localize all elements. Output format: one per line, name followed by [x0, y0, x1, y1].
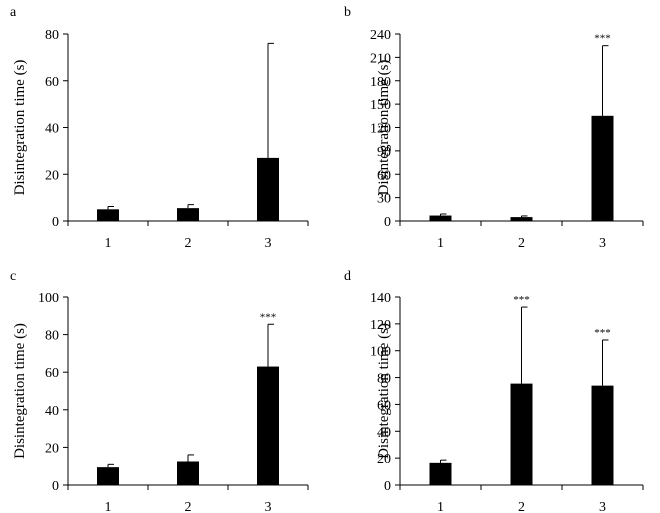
bar	[257, 157, 279, 221]
panel-letter: d	[344, 269, 351, 284]
significance-label: ***	[260, 311, 277, 323]
y-tick-label: 20	[45, 441, 59, 456]
y-axis-title: Disintegration time (s)	[376, 323, 392, 459]
bar	[177, 208, 199, 221]
chart-panel-d: d Disintegration time (s) 0 20 40 60 80 100 120 1…	[344, 269, 644, 513]
y-tick-label: 140	[370, 291, 391, 306]
y-tick-label: 0	[52, 479, 59, 494]
y-tick-label: 20	[45, 168, 59, 183]
y-tick-label: 0	[384, 215, 391, 230]
y-tick-label: 20	[377, 452, 391, 467]
y-tick-label: 40	[377, 425, 391, 440]
x-tick-label: 1	[105, 500, 112, 513]
y-axis-title: Disintegration time (s)	[12, 323, 28, 459]
y-tick-label: 180	[370, 75, 391, 90]
y-tick-label: 0	[384, 479, 391, 494]
x-tick-label: 2	[185, 500, 192, 513]
chart-panel-c: c Disintegration time (s) 0 20 40 60 80 100 1 2 **…	[10, 269, 309, 513]
y-tick-label: 100	[370, 345, 391, 360]
y-tick-label: 60	[377, 398, 391, 413]
x-tick-label: 2	[185, 236, 192, 251]
y-axis-title: Disintegration time (s)	[12, 60, 28, 196]
y-tick-label: 210	[370, 51, 391, 66]
x-tick-label: 3	[599, 500, 606, 513]
y-tick-label: 60	[377, 168, 391, 183]
x-tick-label: 1	[105, 236, 112, 251]
x-tick-label: 3	[265, 236, 272, 251]
panel-letter: b	[344, 5, 351, 20]
bar	[177, 461, 199, 485]
significance-label: ***	[513, 294, 530, 306]
y-tick-label: 60	[45, 366, 59, 381]
bar	[429, 215, 452, 221]
y-tick-label: 40	[45, 122, 59, 137]
y-axis-title: Disintegration time (s)	[376, 60, 392, 196]
x-tick-label: 1	[437, 500, 444, 513]
y-tick-label: 80	[45, 28, 59, 43]
x-tick-label: 3	[265, 500, 272, 513]
significance-label: ***	[594, 327, 611, 339]
x-tick-label: 3	[599, 236, 606, 251]
bar	[510, 383, 533, 485]
y-tick-label: 100	[38, 291, 59, 306]
y-tick-label: 30	[377, 192, 391, 207]
y-tick-label: 0	[52, 215, 59, 230]
bar	[510, 217, 533, 221]
bar	[591, 385, 614, 485]
bar	[97, 467, 119, 485]
panel-letter: a	[10, 5, 17, 20]
y-tick-label: 90	[377, 145, 391, 160]
bar	[429, 462, 452, 485]
bar	[257, 366, 279, 485]
y-tick-label: 240	[370, 28, 391, 43]
y-tick-label: 60	[45, 75, 59, 90]
y-tick-label: 120	[370, 318, 391, 333]
x-tick-label: 2	[518, 500, 525, 513]
chart-panel-b: b Disintegration time (s) 0 30 60 90 120 150 180…	[344, 5, 644, 251]
y-tick-label: 120	[370, 122, 391, 137]
significance-label: ***	[594, 33, 611, 45]
y-tick-label: 150	[370, 98, 391, 113]
chart-panel-a: a Disintegration time (s) 0 20 40 60 80 1 2 3	[10, 5, 309, 251]
panel-letter: c	[10, 269, 16, 284]
bar	[591, 115, 614, 221]
y-tick-label: 80	[377, 372, 391, 387]
bar	[97, 209, 119, 221]
y-tick-label: 40	[45, 404, 59, 419]
x-tick-label: 2	[518, 236, 525, 251]
x-tick-label: 1	[437, 236, 444, 251]
y-tick-label: 80	[45, 329, 59, 344]
